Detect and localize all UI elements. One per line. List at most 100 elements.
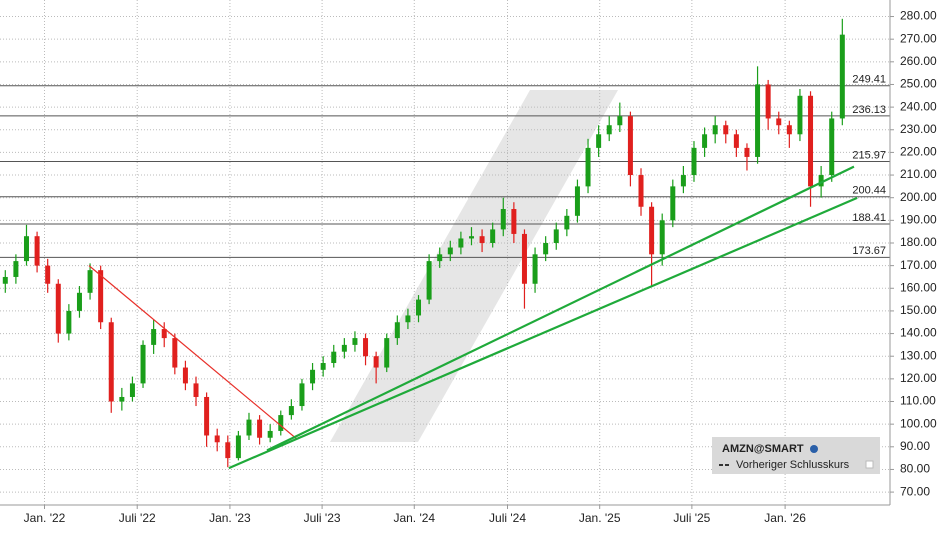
trend-line	[228, 196, 858, 470]
candle-body	[23, 236, 29, 262]
legend-box	[712, 437, 880, 474]
candle-body	[246, 419, 252, 436]
candle-body	[416, 299, 422, 316]
y-tick-label: 250.00	[900, 77, 937, 91]
candle-body	[182, 367, 188, 384]
candle-body	[500, 209, 506, 230]
candle-body	[606, 125, 612, 135]
candle-body	[627, 116, 633, 176]
candle-body	[55, 283, 61, 334]
candle-body	[310, 369, 316, 384]
candle-body	[712, 125, 718, 135]
trend-line	[266, 165, 855, 452]
candle-body	[66, 310, 72, 334]
candle-body	[574, 186, 580, 216]
candle-body	[755, 84, 761, 157]
candle-body	[765, 84, 771, 119]
candle-body	[564, 215, 570, 230]
candle-body	[151, 329, 157, 345]
candle-body	[204, 396, 210, 436]
candle-body	[829, 118, 835, 176]
y-tick-label: 190.00	[900, 213, 937, 227]
candle-body	[34, 236, 40, 266]
legend-icon	[810, 445, 818, 453]
candle-body	[786, 125, 792, 135]
y-tick-label: 120.00	[900, 371, 937, 385]
candle-body	[691, 147, 697, 176]
candle-body	[394, 322, 400, 339]
level-label: 236.13	[852, 104, 886, 116]
candle-body	[776, 118, 782, 126]
candle-body	[426, 261, 432, 300]
level-label: 200.44	[852, 185, 886, 197]
candle-body	[352, 338, 358, 345]
candle-body	[129, 383, 135, 397]
y-tick-label: 180.00	[900, 235, 937, 249]
y-tick-label: 140.00	[900, 326, 937, 340]
candle-body	[702, 134, 708, 148]
x-tick-label: Juli '25	[673, 511, 710, 525]
x-tick-label: Juli '22	[119, 511, 156, 525]
legend: AMZN@SMART Vorheriger Schlusskurs	[712, 437, 880, 474]
candle-body	[278, 415, 284, 431]
y-tick-label: 230.00	[900, 122, 937, 136]
level-label: 173.67	[852, 245, 886, 257]
candle-body	[511, 209, 517, 234]
candle-body	[680, 175, 686, 187]
candle-body	[193, 383, 199, 397]
candle-body	[161, 329, 167, 339]
candle-body	[808, 95, 814, 187]
candle-body	[447, 247, 453, 255]
y-tick-label: 130.00	[900, 348, 937, 362]
level-label: 188.41	[852, 212, 886, 224]
x-tick-label: Juli '23	[304, 511, 341, 525]
y-tick-label: 150.00	[900, 303, 937, 317]
candle-body	[384, 338, 390, 368]
y-tick-label: 170.00	[900, 258, 937, 272]
candle-body	[797, 95, 803, 135]
x-tick-label: Jan. '26	[764, 511, 806, 525]
candle-body	[468, 236, 474, 239]
y-tick-label: 260.00	[900, 54, 937, 68]
candle-body	[596, 134, 602, 148]
legend-label: AMZN@SMART	[722, 443, 804, 455]
y-tick-label: 200.00	[900, 190, 937, 204]
candle-body	[543, 242, 549, 255]
candle-body	[553, 229, 559, 243]
candle-body	[585, 147, 591, 187]
candle-body	[670, 186, 676, 221]
candle-body	[299, 383, 305, 407]
x-tick-label: Jan. '24	[393, 511, 435, 525]
candle-body	[490, 229, 496, 243]
candle-body	[437, 254, 443, 262]
candle-body	[235, 435, 241, 459]
candle-body	[140, 344, 146, 384]
candle-body	[479, 236, 485, 243]
candle-body	[363, 338, 369, 357]
y-tick-label: 100.00	[900, 416, 937, 430]
candle-body	[87, 270, 93, 293]
candle-body	[288, 406, 294, 416]
candle-body	[659, 220, 665, 255]
candle-body	[341, 344, 347, 352]
candle-body	[617, 116, 623, 126]
y-tick-label: 80.00	[900, 462, 930, 476]
y-tick-label: 90.00	[900, 439, 930, 453]
legend-checkbox[interactable]	[865, 460, 874, 469]
candle-body	[723, 125, 729, 135]
y-tick-label: 210.00	[900, 167, 937, 181]
x-tick-label: Jan. '25	[579, 511, 621, 525]
y-tick-label: 70.00	[900, 484, 930, 498]
candle-body	[214, 435, 220, 443]
level-label: 215.97	[852, 149, 886, 161]
x-tick-label: Juli '24	[489, 511, 526, 525]
y-tick-label: 280.00	[900, 9, 937, 23]
trend-line	[88, 265, 298, 440]
candle-body	[108, 322, 114, 402]
y-tick-label: 270.00	[900, 31, 937, 45]
candle-body	[638, 175, 644, 207]
candle-body	[733, 134, 739, 148]
candle-body	[13, 261, 19, 277]
candle-body	[257, 419, 263, 438]
